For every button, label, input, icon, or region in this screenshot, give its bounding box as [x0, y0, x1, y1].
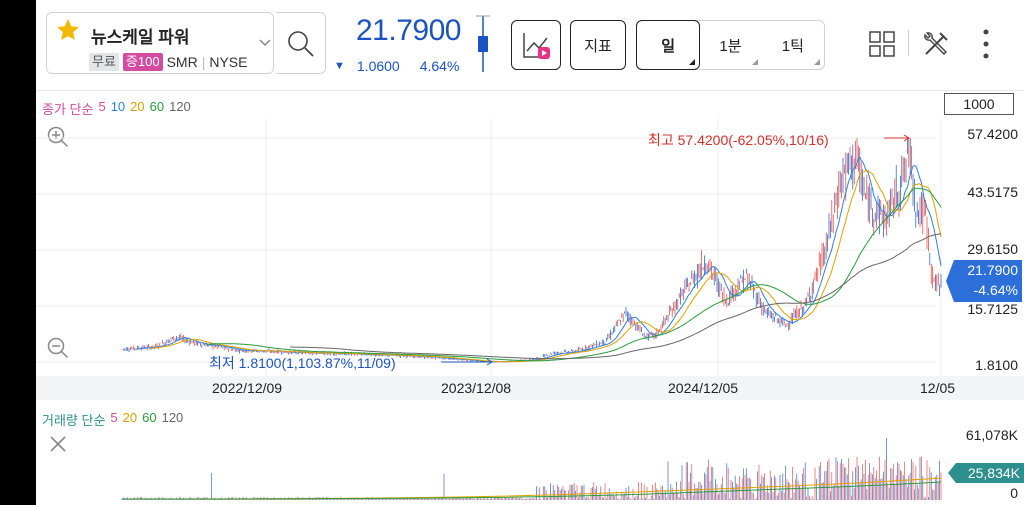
- ma-10: 10: [110, 99, 126, 114]
- candle-count-input[interactable]: 1000: [944, 93, 1014, 115]
- dropdown-corner-icon: [813, 59, 820, 65]
- volume-y-max: 61,078K: [965, 427, 1018, 443]
- tools-icon[interactable]: [922, 30, 950, 58]
- volume-legend-prefix: 거래량 단순: [42, 413, 106, 428]
- volume-chart[interactable]: [36, 430, 1024, 505]
- indicator-button[interactable]: 지표: [570, 20, 626, 70]
- x-label-3: 2024/12/05: [668, 380, 739, 396]
- change-amount: 1.0600: [356, 58, 400, 74]
- ma-lines: [136, 156, 942, 363]
- timeframe-1tick-label: 1틱: [781, 37, 804, 55]
- close-icon[interactable]: [48, 434, 68, 454]
- exchange: NYSE: [209, 54, 248, 70]
- search-icon: [288, 31, 314, 57]
- x-label-1: 2022/12/09: [212, 380, 283, 396]
- timeframe-1min-label: 1분: [719, 37, 742, 55]
- more-menu-icon[interactable]: [982, 28, 990, 60]
- vol-ma-60: 60: [142, 410, 157, 425]
- free-badge: 무료: [89, 53, 119, 71]
- ma-120: 120: [169, 99, 191, 114]
- vol-ma-120: 120: [161, 410, 184, 425]
- zoom-out-icon[interactable]: [46, 336, 70, 360]
- ticker: SMR: [166, 54, 198, 70]
- dropdown-corner-icon: [689, 59, 696, 65]
- current-price: 21.7900: [356, 14, 461, 47]
- volume-legend[interactable]: 거래량 단순 5 20 60 120: [42, 410, 183, 429]
- change-percent: 4.64%: [419, 58, 460, 74]
- dropdown-corner-icon: [751, 59, 758, 65]
- price-change: ▼ 1.0600 4.64%: [334, 58, 459, 74]
- chart-app: 뉴스케일 파워 무료 증100 SMR | NYSE 21.7900 ▼ 1.0…: [36, 0, 1024, 505]
- search-button[interactable]: [276, 12, 326, 74]
- chart-type-button[interactable]: [511, 20, 561, 70]
- ma-20: 20: [130, 99, 145, 114]
- low-annotation: 최저 1.8100(1,103.87%,11/09): [209, 355, 396, 371]
- separator: |: [201, 54, 206, 70]
- volume-y-min: 0: [1010, 485, 1018, 501]
- down-arrow-icon: ▼: [334, 60, 345, 72]
- margin-badge: 증100: [122, 53, 163, 71]
- ma-60: 60: [149, 99, 165, 114]
- x-axis: [36, 376, 1024, 400]
- ma-legend[interactable]: 종가 단순 5 10 20 60 120: [42, 99, 191, 118]
- timeframe-day[interactable]: 일: [636, 20, 701, 70]
- mini-candle-icon: [476, 15, 490, 72]
- x-label-4: 12/05: [920, 380, 956, 396]
- chart-divider: [36, 90, 1024, 91]
- timeframe-1min[interactable]: 1분: [699, 21, 761, 69]
- timeframe-1tick[interactable]: 1틱: [762, 21, 824, 69]
- chart-play-icon: [523, 33, 550, 59]
- stock-badges: 무료 증100 SMR | NYSE: [89, 53, 247, 71]
- stock-selector[interactable]: 뉴스케일 파워 무료 증100 SMR | NYSE: [46, 12, 274, 74]
- ma-5: 5: [98, 99, 106, 114]
- y-label-4: 15.7125: [967, 301, 1018, 317]
- current-price-tag-value: 21.7900: [967, 262, 1018, 278]
- vol-ma-5: 5: [110, 410, 118, 425]
- chevron-down-icon[interactable]: [259, 39, 271, 47]
- x-label-2: 2023/12/08: [441, 380, 512, 396]
- favorite-star-icon[interactable]: [55, 17, 81, 43]
- y-label-3: 29.6150: [967, 241, 1018, 257]
- grid-layout-icon[interactable]: [868, 30, 896, 58]
- extreme-markers: [441, 134, 910, 366]
- vol-ma-20: 20: [122, 410, 138, 425]
- timeframe-day-label: 일: [661, 37, 676, 55]
- current-price-tag: 21.7900 -4.64%: [946, 260, 1022, 302]
- toolbar-divider: [908, 30, 909, 56]
- volume-bars: [121, 438, 942, 500]
- current-change-tag-value: -4.64%: [973, 282, 1018, 298]
- price-chart[interactable]: [36, 118, 1024, 378]
- ma-legend-prefix: 종가 단순: [42, 102, 94, 117]
- price-gridlines: [36, 118, 942, 376]
- high-annotation: 최고 57.4200(-62.05%,10/16): [648, 132, 829, 148]
- y-label-max: 57.4200: [967, 126, 1018, 142]
- volume-current-tag: 25,834K: [948, 463, 1024, 483]
- stock-name: 뉴스케일 파워: [91, 28, 190, 47]
- y-label-min: 1.8100: [975, 357, 1018, 373]
- y-label-2: 43.5175: [967, 184, 1018, 200]
- timeframe-selector: 일 1분 1틱: [636, 20, 825, 70]
